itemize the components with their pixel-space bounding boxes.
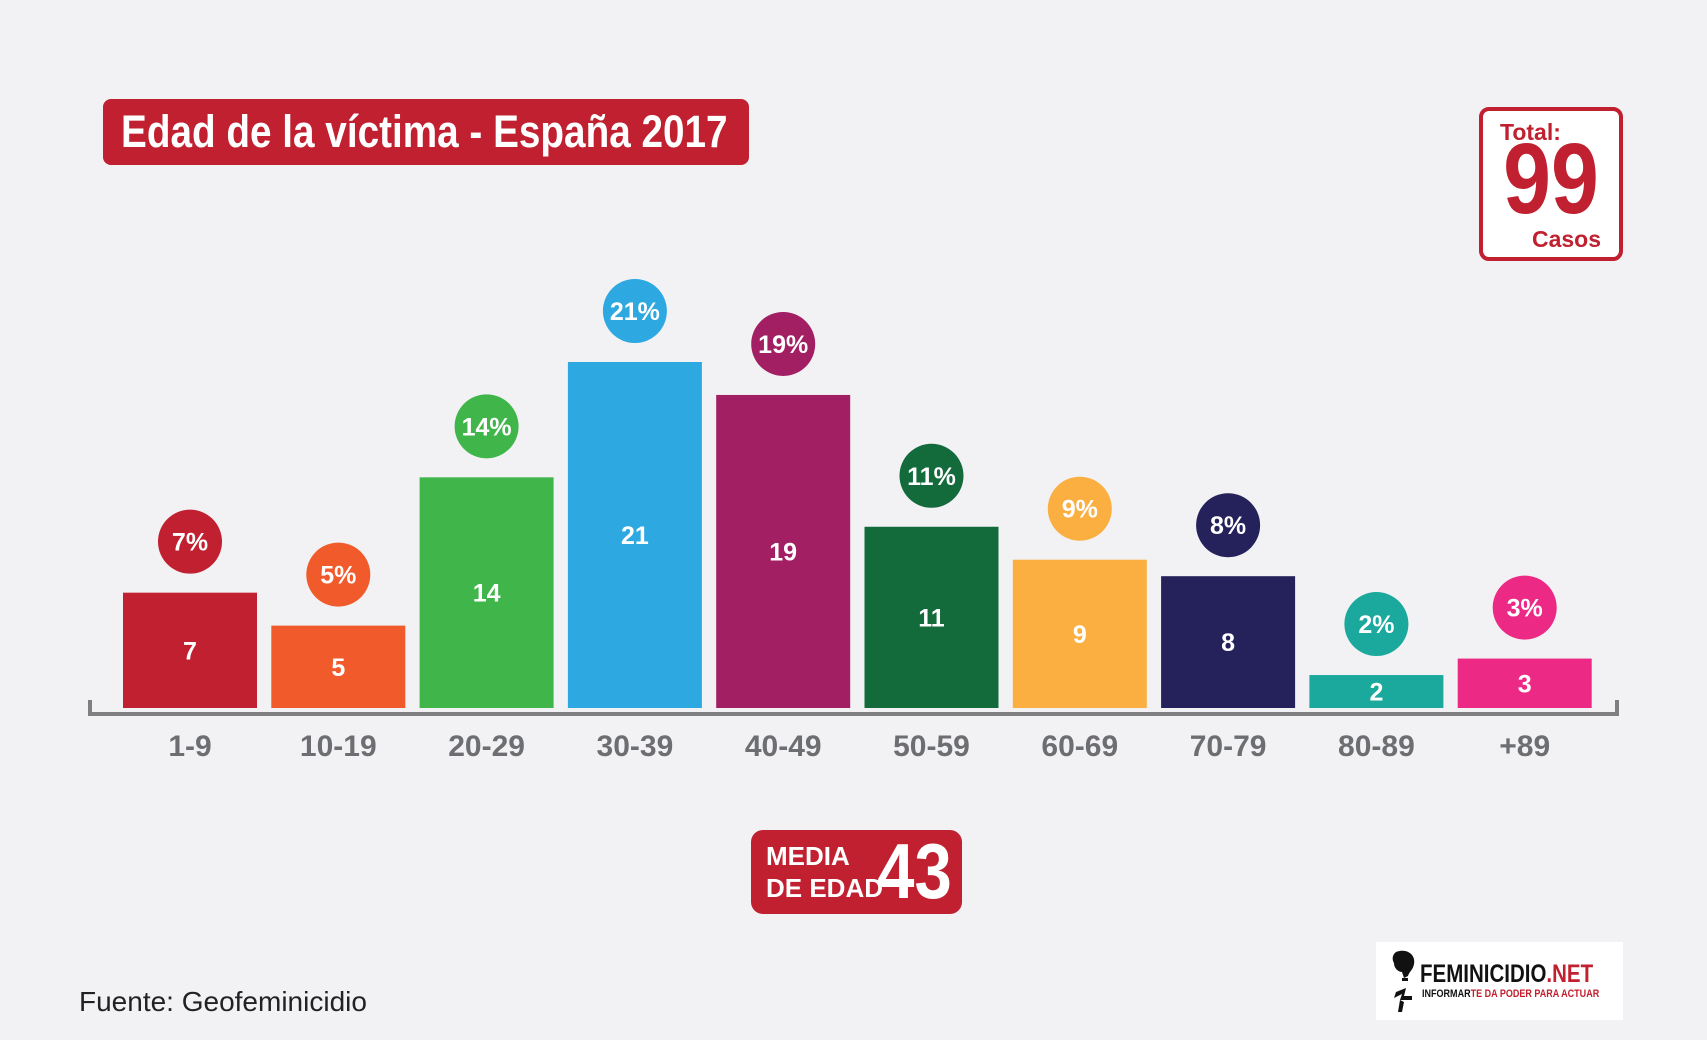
chart-title: Edad de la víctima - España 2017 (121, 106, 728, 157)
x-tick-label: 10-19 (300, 730, 377, 763)
mean-age-label-line1: MEDIA (766, 841, 850, 871)
bar-20-29 (419, 477, 554, 708)
total-unit: Casos (1531, 226, 1601, 252)
percent-label: 8% (1210, 512, 1246, 540)
bar-50-59 (864, 526, 999, 708)
total-value: 99 (1503, 123, 1599, 235)
percent-bubble (751, 311, 816, 376)
x-axis-line (88, 700, 1619, 716)
percent-bubble (306, 542, 371, 607)
source-note: Fuente: Geofeminicidio (79, 986, 367, 1017)
logo-wordmark-suffix: .NET (1546, 960, 1594, 988)
x-tick-label: 1-9 (168, 730, 211, 763)
percent-bubble (1492, 575, 1557, 640)
bar-30-39 (567, 362, 702, 708)
bar-value-label: 2 (1369, 679, 1383, 707)
percent-bubble (158, 509, 222, 574)
logo-wordmark: FEMINICIDIO.NET (1420, 960, 1593, 989)
percent-label: 21% (610, 298, 660, 326)
percent-label: 5% (320, 562, 356, 590)
woman-silhouette-icon (1392, 950, 1415, 1012)
percent-bubble (602, 279, 667, 343)
logo-tagline-main: INFORMAR (1422, 988, 1471, 1000)
percent-bubble (1196, 493, 1261, 558)
x-tick-label: 50-59 (893, 730, 970, 763)
x-tick-label: 30-39 (597, 730, 674, 763)
bar-60-69 (1012, 559, 1147, 708)
percent-bubble (899, 443, 964, 508)
bar-value-label: 14 (473, 580, 501, 608)
bar-+89 (1457, 658, 1592, 708)
chart-title-box: Edad de la víctima - España 2017 (103, 99, 750, 165)
percent-label: 14% (462, 413, 512, 441)
percent-bubble (454, 394, 519, 459)
percent-label: 11% (907, 463, 956, 491)
percent-label: 3% (1507, 595, 1543, 623)
bar-40-49 (716, 394, 851, 708)
mean-age-badge: MEDIA DE EDAD 43 (751, 830, 962, 914)
logo-wordmark-main: FEMINICIDIO (1420, 960, 1547, 988)
bar-value-label: 3 (1518, 670, 1532, 698)
mean-age-label-line2: DE EDAD (766, 873, 884, 903)
bar-value-label: 7 (183, 637, 197, 665)
bar-70-79 (1161, 576, 1296, 708)
bar-chart: 7 7% 1-9 5 5% 10-19 14 14% 20-29 21 21% 30-39 19 19% 4… (88, 279, 1619, 763)
logo-tagline: INFORMARTE DA PODER PARA ACTUAR (1422, 988, 1599, 1000)
percent-label: 9% (1062, 496, 1098, 524)
x-tick-label: 20-29 (448, 730, 525, 763)
logo-tagline-rest: TE DA PODER PARA ACTUAR (1470, 988, 1600, 1000)
percent-label: 19% (758, 331, 808, 359)
x-tick-label: +89 (1499, 730, 1550, 763)
x-tick-label: 40-49 (745, 730, 822, 763)
total-cases-badge: Total: 99 Casos (1479, 107, 1623, 261)
bar-value-label: 19 (769, 538, 797, 566)
bar-1-9 (123, 592, 257, 708)
total-label: Total: (1500, 119, 1561, 145)
percent-label: 2% (1358, 611, 1394, 639)
bar-80-89 (1309, 675, 1444, 708)
bar-value-label: 5 (331, 654, 345, 682)
feminicidio-logo: FEMINICIDIO.NET INFORMARTE DA PODER PARA… (1376, 942, 1623, 1020)
percent-bubble (1344, 592, 1409, 657)
percent-bubble (1047, 476, 1112, 541)
percent-label: 7% (172, 529, 208, 557)
bar-value-label: 8 (1221, 629, 1235, 657)
bar-value-label: 11 (918, 604, 945, 632)
x-tick-label: 60-69 (1041, 730, 1118, 763)
bar-value-label: 21 (621, 522, 649, 550)
bar-10-19 (271, 625, 406, 708)
mean-age-value: 43 (877, 827, 952, 915)
x-tick-label: 70-79 (1190, 730, 1267, 763)
bar-value-label: 9 (1073, 621, 1087, 649)
x-tick-label: 80-89 (1338, 730, 1415, 763)
